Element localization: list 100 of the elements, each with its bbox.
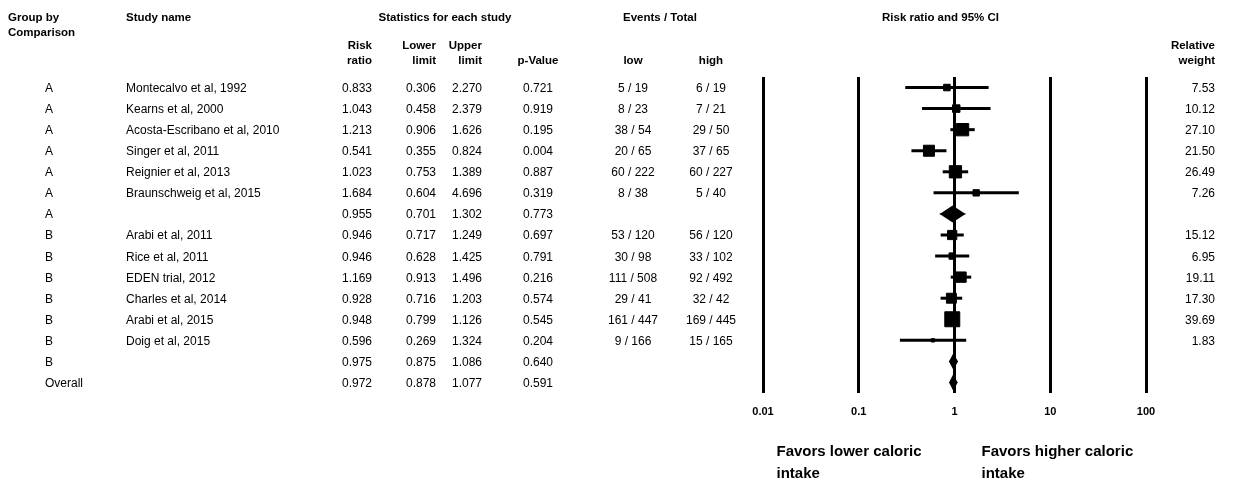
text: 0.721 [522,81,554,95]
text: 1.324 [451,333,482,348]
text: B [45,312,54,327]
text: 38 / 54 [614,123,652,138]
text: 9 / 166 [614,333,652,348]
text: 15 / 165 [689,333,733,348]
text: 0.591 [522,375,554,390]
text: A [45,102,54,117]
text: 0.878 [405,375,436,390]
text: 0.753 [405,165,436,180]
text: 0.799 [405,312,436,327]
text: 21.50 [1184,144,1215,159]
text: 0.946 [341,249,372,264]
text: 60 / 227 [689,165,733,180]
text: 0.824 [451,144,482,159]
text: 0.701 [405,207,436,222]
text: 0.716 [405,291,436,306]
text: 111 / 508 [608,270,658,285]
x-tick-label: 0.01 [752,404,774,417]
text: 1.302 [451,207,482,222]
text: A [45,81,54,95]
category-label: Group by Comparison [8,10,77,40]
text: 0.319 [522,186,554,201]
point [947,229,958,241]
text: 1.83 [1191,333,1215,348]
text: 19.11 [1185,270,1215,285]
text: 0.604 [405,186,436,201]
category-label: Risk ratio [346,38,372,68]
category-label: Upper limit [447,38,482,68]
text: Arabi et al, 2011 [126,228,213,243]
text: B [45,354,54,369]
text: 0.355 [405,144,436,159]
text: 1.077 [451,375,482,390]
text: 1.203 [451,291,482,306]
text: 4.696 [451,186,482,201]
text: Favors higher caloric intake [981,442,1134,482]
text: 1.425 [451,249,482,264]
text: A [45,123,54,138]
text: 1.389 [451,165,482,180]
text: 0.574 [522,291,554,306]
text: 27.10 [1184,123,1215,138]
text: 1.043 [341,102,372,117]
text: 30 / 98 [614,249,652,264]
text: 0.717 [405,228,436,243]
text: 7.53 [1191,81,1215,95]
x-tick-label: 0.1 [851,404,867,417]
x-tick-label: 1 [951,404,958,417]
text: 5 / 40 [695,186,727,201]
point [955,271,967,283]
text: B [45,270,54,285]
text: 1.249 [451,228,482,243]
text: 2.379 [451,102,482,117]
text: 0.972 [341,375,372,390]
text: Singer et al, 2011 [126,144,220,159]
text: EDEN trial, 2012 [126,270,216,285]
text: B [45,228,54,243]
text: 17.30 [1184,291,1215,306]
text: 0.887 [522,165,554,180]
text: Events / Total [622,10,698,25]
category-label: Relative weight [1169,38,1215,68]
text: Arabi et al, 2015 [126,312,214,327]
text: 92 / 492 [689,270,733,285]
text: 0.791 [522,249,554,264]
text: 0.773 [522,207,554,222]
text: 56 / 120 [689,228,733,243]
text: 0.975 [341,354,372,369]
text: 0.697 [522,228,554,243]
text: Overall [45,375,84,390]
text: 0.948 [341,312,372,327]
text: 29 / 50 [692,123,730,138]
text: 0.596 [341,333,372,348]
text: 6 / 19 [695,81,727,95]
text: A [45,186,54,201]
text: Acosta-Escribano et al, 2010 [126,123,280,138]
text: 0.906 [405,123,436,138]
point [945,292,957,304]
text: 0.541 [341,144,372,159]
category-label: Study name [126,10,192,25]
text: A [45,165,54,180]
text: 6.95 [1191,249,1215,264]
point [948,165,963,179]
text: 1.169 [341,270,372,285]
text: 20 / 65 [614,144,652,159]
text: 0.946 [341,228,372,243]
text: Doig et al, 2015 [126,333,211,348]
text: A [45,144,54,159]
text: Braunschweig et al, 2015 [126,186,261,201]
category-label: p-Value [516,53,560,68]
text: 0.628 [405,249,436,264]
text: 1.684 [341,186,372,201]
text: 10.12 [1184,102,1215,117]
text: 0.204 [522,333,554,348]
text: 0.545 [522,312,554,327]
text: Reignier et al, 2013 [126,165,231,180]
text: 0.216 [522,270,554,285]
text: Statistics for each study [377,10,513,25]
text: 0.195 [522,123,554,138]
category-label: low [622,53,644,68]
text: 37 / 65 [692,144,730,159]
chart-title: Risk ratio and 95% CI [882,11,999,24]
